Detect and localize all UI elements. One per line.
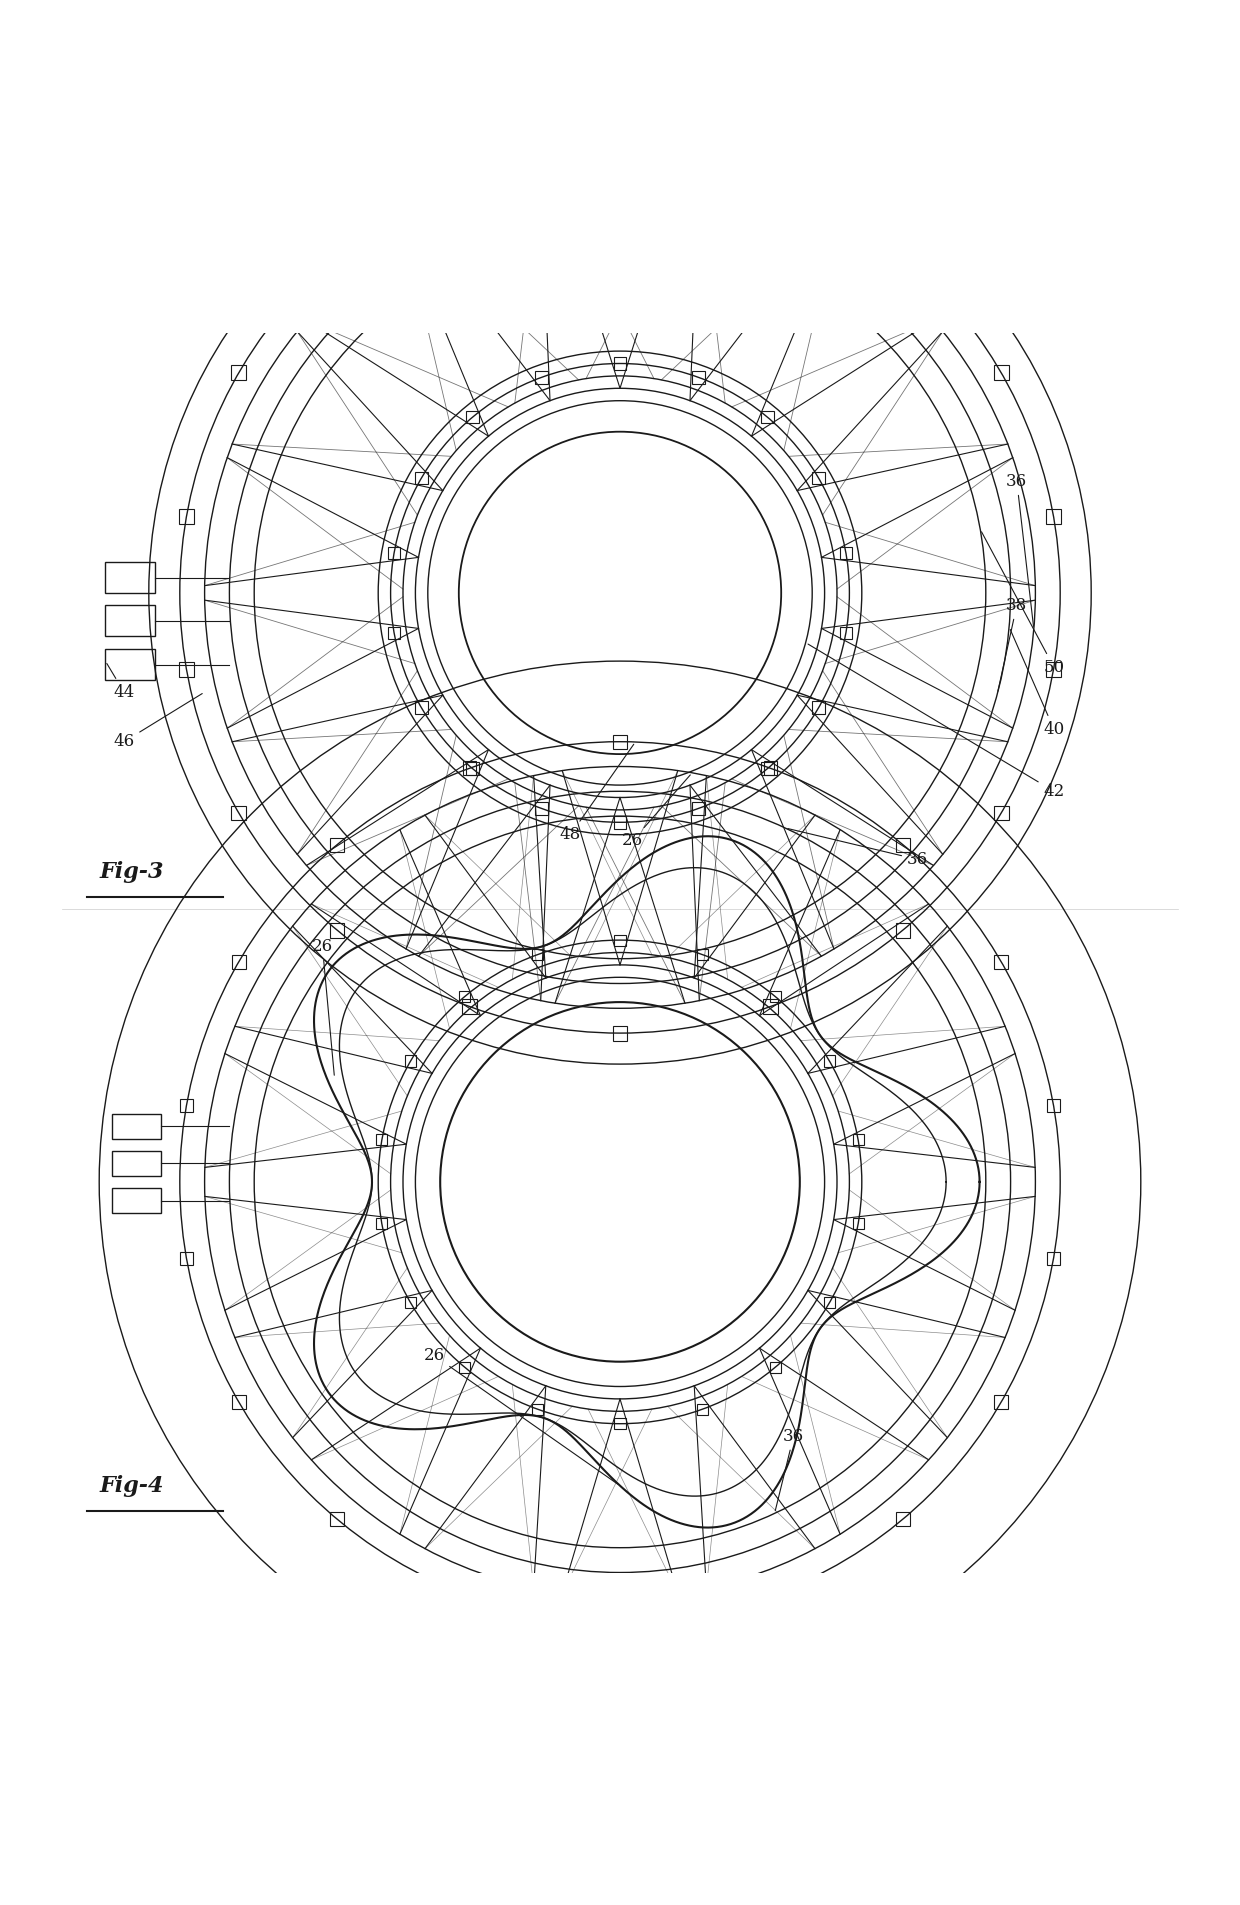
Bar: [179, 509, 193, 524]
Bar: [613, 1615, 626, 1629]
Text: 36: 36: [1006, 472, 1033, 627]
Bar: [697, 1404, 708, 1415]
Bar: [179, 661, 193, 676]
Text: 46: 46: [113, 693, 202, 751]
Text: 42: 42: [808, 644, 1065, 800]
Bar: [466, 411, 479, 423]
Text: 50: 50: [982, 531, 1065, 676]
Text: 26: 26: [423, 1347, 618, 1484]
Bar: [853, 1133, 864, 1145]
Bar: [993, 366, 1008, 381]
Bar: [895, 922, 910, 937]
Bar: [532, 1404, 543, 1415]
Bar: [764, 762, 777, 775]
Bar: [1047, 509, 1061, 524]
Bar: [459, 1362, 470, 1374]
Bar: [994, 954, 1008, 968]
Bar: [463, 762, 476, 775]
Bar: [112, 1151, 161, 1175]
Bar: [536, 802, 548, 815]
Text: 26: 26: [621, 775, 691, 850]
Bar: [330, 922, 345, 937]
Bar: [463, 998, 477, 1013]
Bar: [463, 1589, 476, 1602]
Bar: [330, 1513, 343, 1526]
Bar: [763, 171, 777, 187]
Bar: [232, 366, 247, 381]
Text: 48: 48: [559, 745, 634, 844]
Bar: [376, 1219, 387, 1229]
Bar: [105, 606, 155, 636]
Bar: [613, 735, 626, 749]
Text: 36: 36: [787, 829, 929, 869]
Text: Fig-3: Fig-3: [99, 861, 164, 884]
Bar: [330, 248, 345, 263]
Bar: [614, 815, 626, 829]
Bar: [763, 998, 777, 1013]
Bar: [232, 1394, 246, 1410]
Bar: [105, 650, 155, 680]
Bar: [415, 701, 428, 714]
Bar: [376, 1133, 387, 1145]
Bar: [232, 806, 247, 821]
Text: 40: 40: [1011, 629, 1065, 737]
Bar: [812, 472, 825, 484]
Bar: [770, 1362, 781, 1374]
Bar: [536, 371, 548, 383]
Bar: [614, 1417, 625, 1429]
Bar: [388, 627, 401, 638]
Bar: [993, 806, 1008, 821]
Bar: [761, 411, 774, 423]
Text: 26: 26: [311, 937, 335, 1074]
Bar: [463, 171, 477, 187]
Bar: [614, 358, 626, 370]
Bar: [697, 949, 708, 960]
Bar: [105, 562, 155, 592]
Bar: [692, 802, 704, 815]
Bar: [613, 1025, 627, 1040]
Bar: [1047, 1099, 1060, 1113]
Bar: [897, 838, 910, 852]
Text: 44: 44: [107, 663, 135, 701]
Bar: [853, 1219, 864, 1229]
Bar: [532, 949, 543, 960]
Text: Fig-4: Fig-4: [99, 1474, 164, 1497]
Bar: [388, 547, 401, 560]
Bar: [770, 991, 781, 1002]
Bar: [764, 1589, 777, 1602]
Bar: [459, 991, 470, 1002]
Bar: [405, 1055, 417, 1067]
Bar: [112, 1114, 161, 1139]
Bar: [823, 1297, 835, 1309]
Bar: [405, 1297, 417, 1309]
Bar: [232, 954, 246, 968]
Bar: [1047, 1252, 1060, 1265]
Bar: [761, 762, 774, 775]
Bar: [466, 762, 479, 775]
Bar: [613, 145, 627, 160]
Bar: [839, 547, 852, 560]
Bar: [895, 248, 910, 263]
Bar: [112, 1189, 161, 1213]
Bar: [330, 838, 343, 852]
Text: 36: 36: [775, 1427, 805, 1511]
Bar: [180, 1099, 193, 1113]
Bar: [180, 1252, 193, 1265]
Bar: [823, 1055, 835, 1067]
Bar: [812, 701, 825, 714]
Bar: [897, 1513, 910, 1526]
Bar: [614, 935, 625, 945]
Bar: [839, 627, 852, 638]
Bar: [1047, 661, 1061, 676]
Text: 38: 38: [998, 596, 1028, 692]
Bar: [692, 371, 704, 383]
Bar: [415, 472, 428, 484]
Bar: [994, 1394, 1008, 1410]
